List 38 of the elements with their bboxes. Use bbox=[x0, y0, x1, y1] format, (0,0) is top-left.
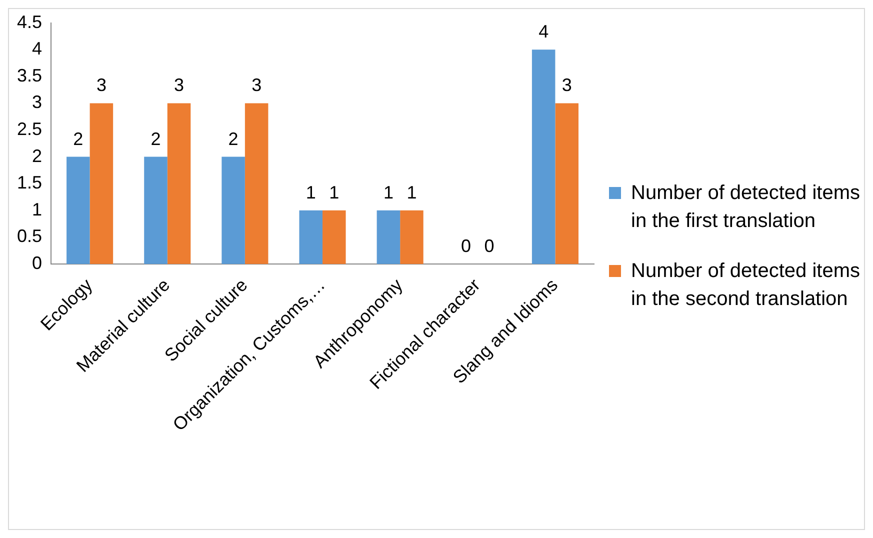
data-label: 4 bbox=[538, 22, 549, 42]
data-label: 1 bbox=[406, 182, 417, 202]
data-label: 1 bbox=[306, 182, 316, 202]
y-tick-label: 4.5 bbox=[16, 12, 42, 32]
data-label: 1 bbox=[383, 182, 394, 202]
data-label: 3 bbox=[174, 75, 184, 96]
data-label: 3 bbox=[252, 75, 262, 96]
y-tick-label: 3 bbox=[32, 92, 42, 112]
y-tick-label: 2.5 bbox=[16, 118, 42, 139]
legend-label: Number of detected items in the second translation bbox=[631, 259, 861, 312]
y-tick-label: 3.5 bbox=[16, 65, 42, 86]
bar bbox=[244, 103, 268, 264]
y-tick-label: 0.5 bbox=[16, 226, 42, 246]
data-label: 3 bbox=[562, 75, 572, 96]
data-label: 2 bbox=[228, 128, 238, 149]
bar bbox=[66, 156, 90, 264]
data-label: 0 bbox=[461, 236, 472, 256]
data-label: 0 bbox=[484, 236, 494, 256]
data-label: 3 bbox=[96, 75, 106, 96]
data-label: 2 bbox=[73, 128, 84, 149]
bar bbox=[90, 103, 114, 264]
y-tick-label: 0 bbox=[32, 252, 42, 273]
data-label: 2 bbox=[150, 128, 161, 149]
bar bbox=[222, 156, 245, 264]
bar bbox=[144, 156, 168, 264]
bar bbox=[555, 103, 578, 264]
y-tick-label: 1.5 bbox=[16, 172, 42, 193]
y-tick-label: 1 bbox=[32, 199, 42, 220]
y-tick-label: 2 bbox=[32, 146, 42, 166]
bar bbox=[167, 103, 191, 264]
bar bbox=[532, 50, 556, 264]
bar bbox=[376, 210, 400, 264]
legend-label: Number of detected items in the first translation bbox=[631, 181, 861, 234]
bar bbox=[299, 210, 323, 264]
bar bbox=[322, 210, 346, 264]
bar bbox=[400, 210, 424, 264]
data-label: 1 bbox=[329, 182, 340, 202]
y-tick-label: 4 bbox=[32, 38, 42, 59]
